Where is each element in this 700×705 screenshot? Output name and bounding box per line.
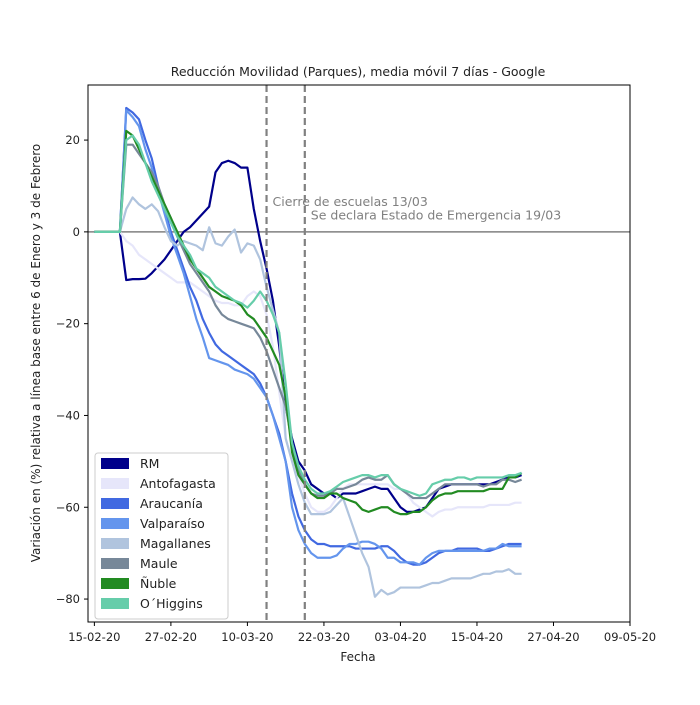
- x-tick-label: 10-03-20: [221, 630, 273, 644]
- series-line-4: [94, 196, 522, 598]
- x-axis-label: Fecha: [340, 650, 375, 664]
- x-tick-label: 27-02-20: [145, 630, 197, 644]
- event-annotation-1: Se declara Estado de Emergencia 19/03: [311, 208, 561, 223]
- event-annotation-0: Cierre de escuelas 13/03: [273, 194, 428, 209]
- x-tick-label: 27-04-20: [527, 630, 579, 644]
- legend-swatch-2: [101, 498, 129, 509]
- legend-label-1: Antofagasta: [140, 476, 216, 491]
- x-tick-label: 15-04-20: [451, 630, 503, 644]
- x-tick-label: 22-03-20: [298, 630, 350, 644]
- legend-label-5: Maule: [140, 556, 178, 571]
- legend-swatch-5: [101, 558, 129, 569]
- series-line-3: [94, 109, 522, 566]
- x-tick-label: 15-02-20: [68, 630, 120, 644]
- legend: RM Antofagasta Araucanía Valparaíso Magallan…: [94, 452, 229, 620]
- legend-label-7: O´Higgins: [140, 596, 203, 611]
- legend-label-4: Magallanes: [140, 536, 211, 551]
- legend-label-3: Valparaíso: [140, 516, 205, 531]
- legend-swatch-3: [101, 518, 129, 529]
- legend-label-6: Ñuble: [140, 576, 177, 591]
- y-tick-label: 20: [65, 133, 80, 147]
- y-tick-label: 0: [73, 225, 80, 239]
- legend-swatch-4: [101, 538, 129, 549]
- y-tick-label: −60: [56, 500, 80, 514]
- legend-swatch-7: [101, 598, 129, 609]
- plot-frame: [87, 84, 631, 623]
- chart-title: Reducción Movilidad (Parques), media móv…: [171, 64, 546, 79]
- y-tick-label: −40: [56, 408, 80, 422]
- x-tick-label: 03-04-20: [374, 630, 426, 644]
- series-line-7: [94, 134, 522, 497]
- legend-swatch-0: [101, 458, 129, 469]
- series-line-6: [94, 129, 523, 516]
- series-line-1: [94, 230, 522, 518]
- legend-label-2: Araucanía: [140, 496, 203, 511]
- y-tick-label: −20: [56, 317, 80, 331]
- legend-box: [94, 452, 229, 620]
- legend-label-0: RM: [140, 456, 159, 471]
- y-tick-label: −80: [56, 592, 80, 606]
- legend-swatch-1: [101, 478, 129, 489]
- x-tick-label: 09-05-20: [604, 630, 656, 644]
- y-axis-label: Variación en (%) relativa a línea base e…: [29, 144, 43, 563]
- legend-swatch-6: [101, 578, 129, 589]
